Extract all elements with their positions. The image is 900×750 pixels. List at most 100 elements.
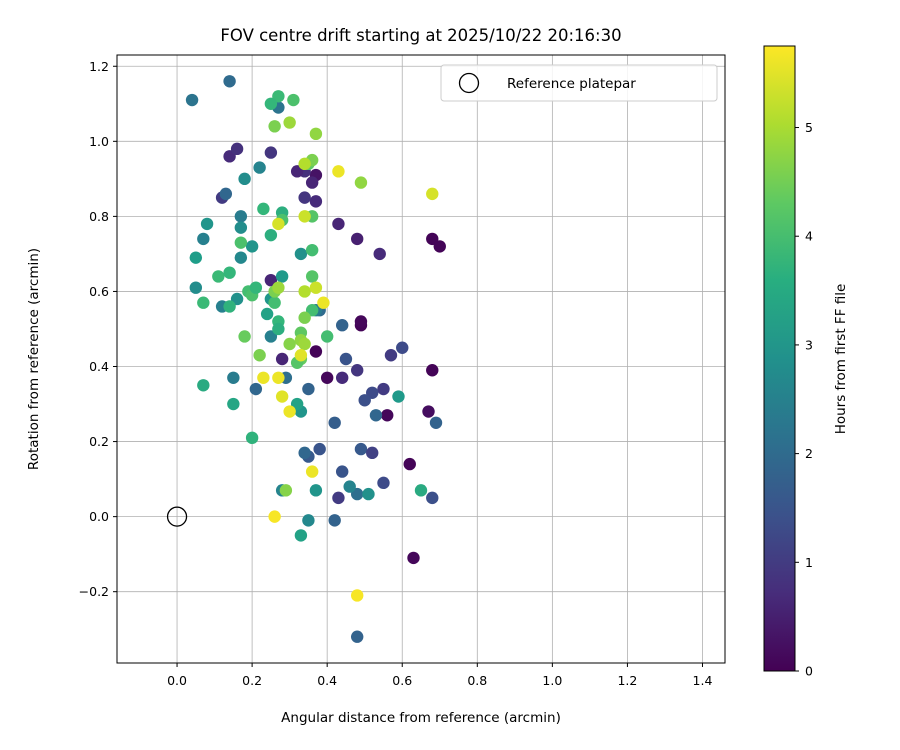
data-point <box>223 150 236 163</box>
data-point <box>264 273 278 287</box>
colorbar: 0 1 2 3 4 5 Hours from first FF file <box>763 45 849 679</box>
y-tick-label: 1.2 <box>89 59 109 74</box>
data-point <box>305 304 319 317</box>
chart-title: FOV centre drift starting at 2025/10/22 … <box>220 26 621 45</box>
data-point <box>384 349 398 362</box>
y-tick-label: 0.0 <box>89 509 109 524</box>
data-point <box>302 382 315 396</box>
data-point <box>309 345 323 358</box>
data-point <box>272 371 285 384</box>
x-tick-label: 0.2 <box>242 673 262 688</box>
data-point <box>234 251 248 264</box>
data-point <box>275 352 289 366</box>
data-point <box>381 409 394 422</box>
data-point <box>298 446 311 460</box>
data-point <box>414 484 428 497</box>
data-point <box>396 341 409 354</box>
plot-area <box>117 55 725 663</box>
data-point <box>305 270 319 283</box>
legend-marker-icon <box>458 72 480 94</box>
data-point <box>185 93 199 107</box>
x-tick-label: 0.6 <box>392 673 412 688</box>
data-point <box>373 247 386 261</box>
data-point <box>422 405 435 418</box>
colorbar-label: Hours from first FF file <box>833 284 849 435</box>
data-point <box>426 232 439 246</box>
data-point <box>317 296 330 309</box>
y-tick-label: −0.2 <box>79 584 109 599</box>
x-tick-label: 0.8 <box>467 673 487 688</box>
data-point <box>283 337 296 351</box>
plot-frame <box>116 54 726 664</box>
data-point <box>320 330 334 343</box>
y-axis-label: Rotation from reference (arcmin) <box>26 248 42 470</box>
legend-label: Reference platepar <box>507 76 636 92</box>
y-axis-ticks: −0.2 0.0 0.2 0.4 0.6 0.8 1.0 1.2 <box>79 59 117 599</box>
data-point <box>426 364 439 377</box>
data-point <box>283 116 296 129</box>
data-points <box>185 75 446 643</box>
colorbar-gradient <box>763 45 796 672</box>
data-point <box>264 228 278 242</box>
data-point <box>366 386 379 399</box>
data-point <box>197 232 210 246</box>
colorbar-tick-label: 2 <box>805 446 813 461</box>
data-point <box>264 97 278 110</box>
data-point <box>275 270 289 283</box>
x-tick-label: 1.4 <box>693 673 713 688</box>
x-tick-label: 1.0 <box>542 673 562 688</box>
data-point <box>275 390 289 403</box>
data-point <box>189 281 203 294</box>
data-point <box>298 210 311 223</box>
colorbar-tick-label: 0 <box>805 664 813 679</box>
data-point <box>223 266 236 279</box>
data-point <box>407 551 420 565</box>
data-point <box>305 176 319 189</box>
data-point <box>287 93 300 107</box>
data-point <box>305 243 319 257</box>
data-point <box>272 90 285 103</box>
data-point <box>264 146 278 159</box>
data-point <box>227 371 240 384</box>
data-point <box>302 514 315 527</box>
data-point <box>328 514 341 527</box>
data-point <box>294 349 308 362</box>
data-point <box>354 442 368 456</box>
data-point <box>197 296 210 309</box>
data-point <box>257 371 270 384</box>
data-point <box>238 330 251 343</box>
data-point <box>238 172 251 186</box>
data-point <box>403 457 416 471</box>
data-point <box>354 315 368 328</box>
data-point <box>253 349 266 362</box>
data-point <box>350 364 364 377</box>
x-tick-label: 1.2 <box>617 673 637 688</box>
data-point <box>309 195 323 208</box>
colorbar-ticks: 0 1 2 3 4 5 <box>795 120 813 679</box>
data-point <box>377 476 390 490</box>
data-point <box>305 465 319 478</box>
data-point <box>377 382 390 396</box>
data-point <box>212 270 225 283</box>
y-tick-label: 0.8 <box>89 209 109 224</box>
data-point <box>298 191 311 204</box>
x-axis-label: Angular distance from reference (arcmin) <box>281 710 561 726</box>
x-tick-label: 0.0 <box>167 673 187 688</box>
data-point <box>249 382 263 396</box>
data-point <box>245 431 259 445</box>
data-point <box>197 379 210 392</box>
data-point <box>230 142 244 156</box>
data-point <box>320 371 334 384</box>
data-point <box>264 330 278 343</box>
data-point <box>249 281 263 294</box>
reference-marker <box>166 506 188 527</box>
y-tick-label: 0.6 <box>89 284 109 299</box>
data-point <box>309 127 323 141</box>
data-point <box>298 337 311 351</box>
data-point <box>230 292 244 306</box>
data-point <box>369 409 383 422</box>
data-point <box>429 416 443 430</box>
data-point <box>294 529 308 542</box>
data-point <box>234 221 248 234</box>
